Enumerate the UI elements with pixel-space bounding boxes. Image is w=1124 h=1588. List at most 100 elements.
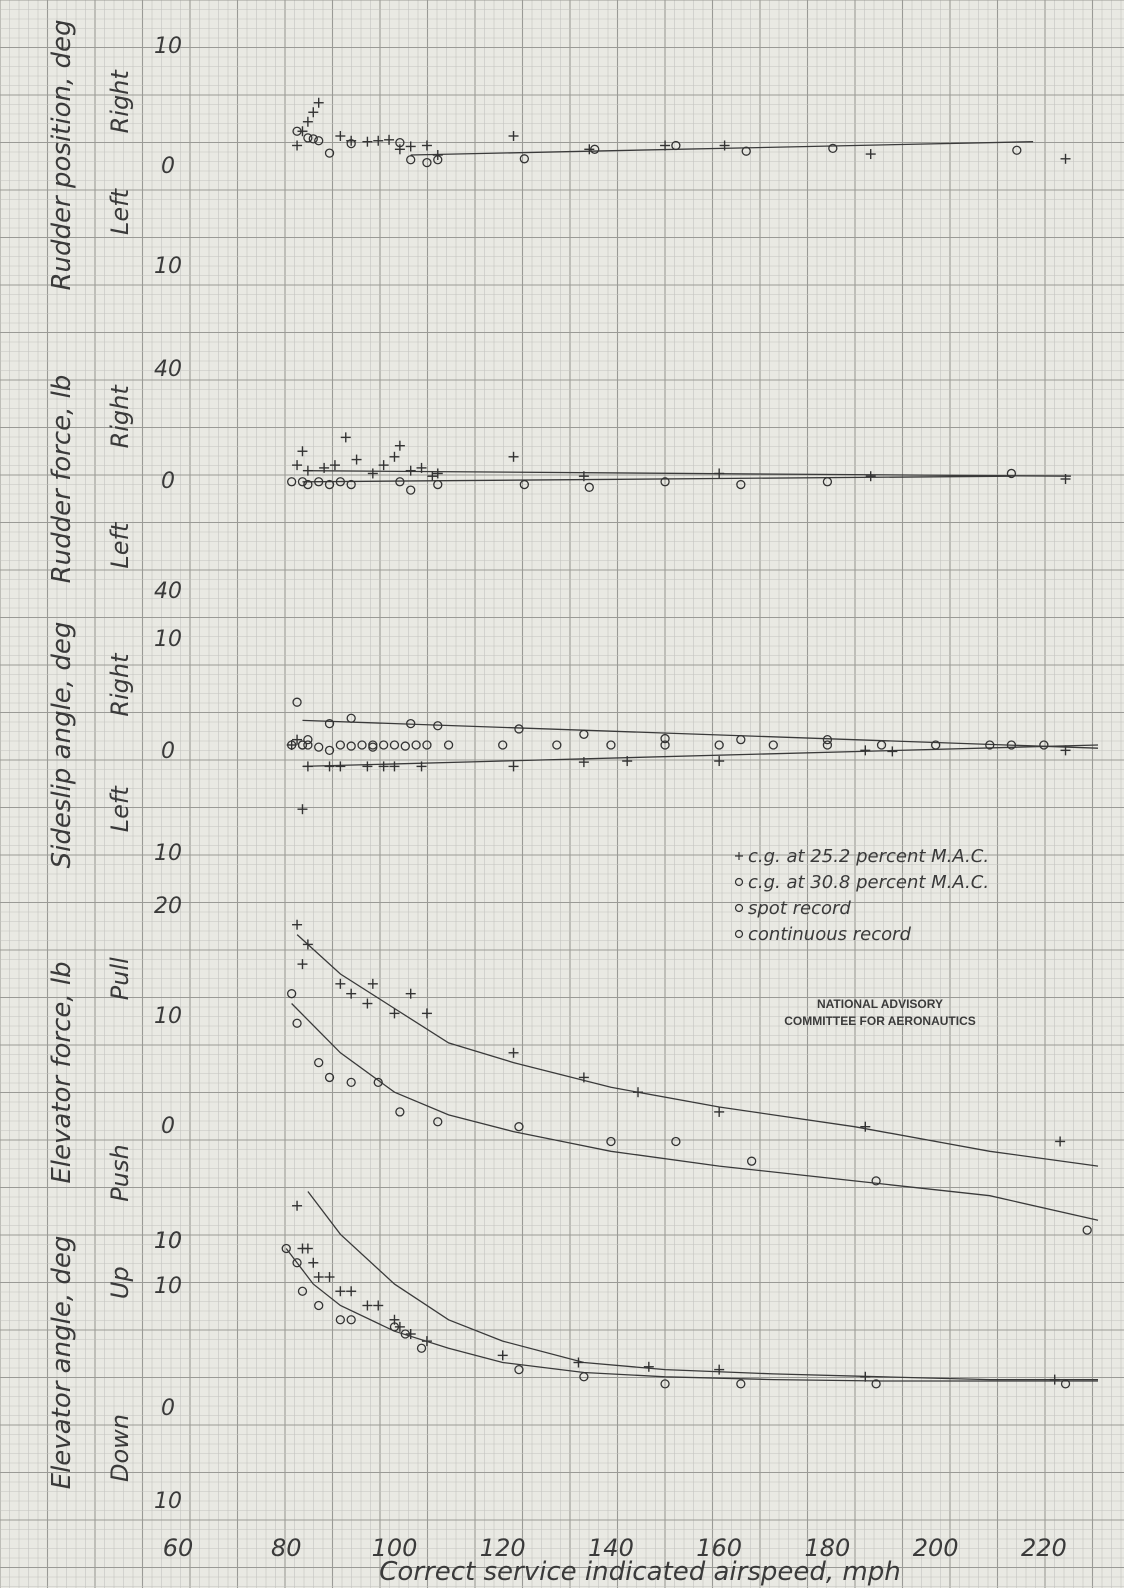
y-tick-label: 0: [161, 739, 175, 764]
data-point-plus: [313, 97, 324, 108]
data-point-circle: [579, 1372, 589, 1382]
data-point-plus: [362, 998, 373, 1009]
y-tick-label: 10: [154, 841, 182, 866]
data-point-circle: [314, 477, 324, 487]
data-point-circle: [292, 126, 302, 136]
data-point-circle: [303, 479, 313, 490]
data-point-circle: [514, 724, 524, 734]
x-tick-label: 120: [480, 1534, 526, 1562]
data-point-plus: [302, 939, 313, 950]
direction-label: Left: [106, 785, 134, 833]
panel-4: Elevator force, lb Pull Push 20 10 0 10: [47, 894, 1099, 1254]
data-point-circle: [590, 144, 600, 154]
data-point-plus: [367, 468, 378, 479]
x-tick-label: 220: [1021, 1534, 1067, 1562]
data-point-circle: [828, 143, 838, 154]
y-tick-label: 10: [154, 1489, 182, 1514]
data-point-circle: [297, 477, 308, 487]
data-point-circle: [357, 740, 367, 750]
data-point-circle: [443, 740, 454, 750]
data-point-circle: [373, 1077, 383, 1088]
data-point-circle: [1006, 468, 1017, 479]
data-point-circle: [822, 735, 833, 745]
data-point-plus: [508, 451, 519, 462]
data-point-plus: [335, 761, 346, 772]
data-point-circle: [433, 155, 443, 165]
data-point-circle: [822, 477, 833, 487]
data-point-plus: [578, 1072, 589, 1083]
direction-label: Left: [106, 187, 134, 235]
data-point-plus: [292, 734, 303, 745]
data-point-circle: [314, 742, 324, 752]
data-point-circle: [395, 1107, 405, 1117]
fit-line: [307, 470, 1071, 477]
x-axis: 60 80 100 120 140 160 180 200 220: [163, 1534, 1067, 1562]
data-point-plus: [362, 761, 373, 772]
data-point-plus: [297, 804, 308, 815]
data-point-plus: [1060, 153, 1071, 164]
y-tick-label: 40: [154, 357, 182, 382]
data-point-plus: [584, 144, 595, 155]
data-point-plus: [416, 761, 427, 772]
y-axis-label: Elevator angle, deg: [47, 1236, 77, 1490]
y-tick-label: 10: [154, 1229, 182, 1254]
data-point-circle: [324, 745, 335, 755]
data-point-circle: [714, 740, 724, 750]
data-point-plus: [297, 959, 308, 970]
direction-label: Pull: [106, 957, 134, 1000]
data-point-circle: [281, 1243, 291, 1254]
data-point-circle: [1012, 145, 1022, 155]
y-tick-label: 10: [154, 1274, 182, 1299]
y-tick-label: 0: [161, 469, 175, 494]
legend-label: spot record: [748, 898, 851, 919]
y-tick-label: 40: [154, 579, 182, 604]
fit-line: [296, 934, 1099, 1167]
data-point-circle: [660, 477, 670, 487]
data-point-plus: [643, 1361, 654, 1372]
data-point-plus: [389, 761, 400, 772]
y-tick-label: 0: [161, 1396, 175, 1421]
data-point-plus: [340, 432, 351, 443]
data-point-circle: [346, 138, 356, 149]
data-point-plus: [389, 1008, 400, 1019]
legend-marker: [734, 903, 744, 913]
naca-stamp-line-1: NATIONAL ADVISORY: [817, 997, 943, 1011]
direction-label: Push: [106, 1144, 134, 1201]
data-point-circle: [422, 740, 432, 750]
data-point-plus: [573, 1357, 584, 1368]
data-point-plus: [432, 468, 443, 479]
data-point-plus: [346, 988, 357, 999]
data-point-circle: [324, 479, 335, 490]
data-point-plus: [367, 978, 378, 989]
x-tick-label: 180: [805, 1534, 851, 1562]
data-point-plus: [292, 1200, 303, 1211]
data-point-plus: [302, 116, 313, 127]
x-tick-label: 60: [163, 1534, 194, 1562]
data-point-circle: [314, 136, 324, 146]
data-point-plus: [508, 131, 519, 141]
data-point-circle: [324, 718, 335, 729]
data-point-plus: [633, 1087, 643, 1098]
y-axis-label: Rudder position, deg: [47, 19, 77, 290]
data-point-circle: [292, 1258, 302, 1268]
data-point-circle: [389, 1322, 400, 1332]
data-point-plus: [714, 1364, 725, 1375]
legend-label: c.g. at 25.2 percent M.A.C.: [748, 846, 989, 867]
data-point-circle: [346, 741, 356, 751]
data-point-plus: [622, 756, 633, 767]
fit-line: [307, 1191, 1098, 1381]
y-axis-label: Rudder force, lb: [47, 375, 77, 584]
data-point-circle: [876, 740, 887, 750]
data-point-circle: [671, 1136, 681, 1147]
data-point-plus: [286, 740, 297, 750]
data-point-circle: [416, 1343, 427, 1353]
data-point-plus: [714, 468, 725, 479]
data-point-circle: [519, 154, 530, 164]
data-point-plus: [335, 131, 346, 141]
direction-label: Right: [106, 384, 134, 449]
y-axis-label: Elevator force, lb: [47, 961, 77, 1183]
direction-label: Right: [106, 652, 134, 717]
data-point-circle: [395, 137, 405, 148]
data-point-circle: [314, 1057, 324, 1068]
